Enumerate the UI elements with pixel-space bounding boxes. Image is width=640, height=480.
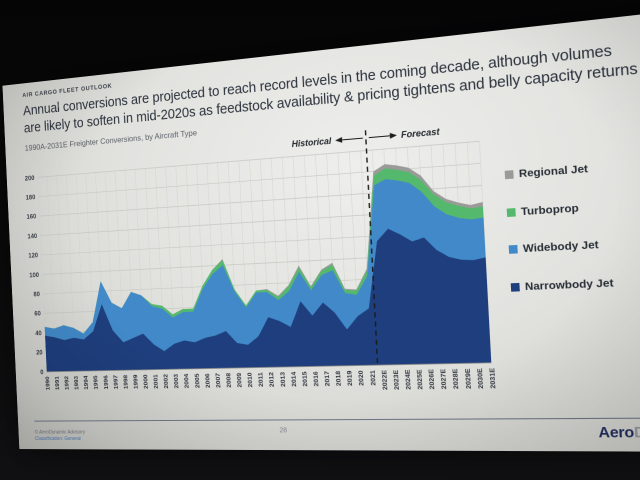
legend-item-regional-jet: Regional Jet — [505, 159, 635, 182]
x-tick-label: 1992 — [64, 376, 71, 391]
y-tick-label: 80 — [33, 291, 40, 298]
slide: AIR CARGO FLEET OUTLOOK Annual conversio… — [2, 8, 640, 452]
footer-left: © AeroDynamic Advisory Classification: G… — [35, 430, 86, 442]
x-tick-label: 1994 — [83, 375, 90, 390]
footer-classification: Classification: General — [35, 436, 86, 442]
y-tick-label: 20 — [36, 350, 43, 357]
x-tick-label: 2025E — [416, 369, 425, 389]
y-tick-label: 40 — [35, 330, 42, 337]
chart-legend: Regional Jet Turboprop Widebody Jet Narrowb… — [501, 98, 640, 400]
x-tick-label: 2007 — [215, 373, 223, 388]
x-tick-label: 2023E — [392, 370, 401, 390]
logo-wordmark: AeroDynamic — [598, 423, 640, 441]
x-tick-label: 2014 — [290, 371, 298, 387]
y-tick-label: 60 — [34, 311, 41, 318]
legend-item-widebody-jet: Widebody Jet — [509, 237, 639, 257]
y-tick-label: 200 — [25, 175, 35, 183]
legend-label: Regional Jet — [519, 163, 589, 181]
legend-item-narrowbody-jet: Narrowbody Jet — [511, 275, 640, 294]
x-tick-label: 2008 — [225, 372, 233, 387]
x-tick-label: 2001 — [153, 374, 160, 389]
forecast-label: Forecast — [401, 126, 441, 140]
x-tick-label: 2020 — [358, 370, 366, 386]
x-tick-label: 1995 — [93, 375, 100, 390]
legend-swatch-icon — [509, 245, 518, 254]
y-tick-label: 140 — [27, 233, 37, 240]
historical-label: Historical — [291, 135, 332, 149]
y-tick-label: 160 — [27, 214, 37, 221]
photo-background: { "slide": { "eyebrow": "AIR CARGO FLEET… — [0, 0, 640, 480]
x-tick-label: 2011 — [257, 372, 265, 387]
x-tick-label: 1991 — [54, 376, 61, 390]
legend-label: Turboprop — [521, 202, 579, 219]
x-tick-label: 2021 — [369, 370, 377, 386]
historical-forecast-annotation: Historical Forecast — [291, 126, 441, 149]
y-tick-label: 180 — [26, 194, 36, 202]
x-tick-label: 2031E — [488, 368, 497, 389]
x-tick-label: 2009 — [236, 372, 244, 387]
x-tick-label: 2015 — [301, 371, 309, 387]
footer-divider — [34, 417, 640, 422]
x-tick-label: 2017 — [324, 371, 332, 387]
legend-swatch-icon — [505, 170, 514, 179]
legend-swatch-icon — [507, 208, 516, 217]
legend-item-turboprop: Turboprop — [507, 198, 637, 219]
x-tick-label: 2006 — [204, 373, 212, 388]
x-tick-label: 1999 — [132, 374, 139, 389]
x-tick-label: 2016 — [312, 371, 320, 387]
x-tick-label: 2010 — [247, 372, 255, 387]
x-tick-label: 2029E — [464, 368, 473, 389]
y-tick-label: 100 — [29, 272, 39, 279]
historical-arrow-icon — [335, 137, 342, 143]
aerodynamic-logo: AeroDynamic ADVISORY — [598, 423, 640, 446]
page-number: 28 — [279, 427, 287, 434]
x-tick-label: 1997 — [112, 375, 119, 390]
x-tick-label: 2028E — [452, 369, 461, 389]
x-tick-label: 2000 — [142, 374, 149, 389]
x-tick-label: 1990 — [45, 376, 52, 390]
y-tick-label: 0 — [40, 369, 44, 376]
x-tick-label: 1998 — [122, 374, 129, 389]
x-tick-label: 2024E — [404, 370, 413, 390]
legend-swatch-icon — [511, 283, 520, 292]
x-tick-label: 2018 — [335, 370, 343, 386]
x-tick-label: 2004 — [183, 373, 190, 388]
x-tick-label: 2022E — [381, 370, 390, 390]
x-tick-label: 1996 — [103, 375, 110, 390]
x-tick-label: 2030E — [476, 368, 485, 389]
x-tick-label: 2012 — [268, 372, 276, 387]
x-tick-label: 2027E — [440, 369, 449, 389]
legend-label: Widebody Jet — [523, 239, 599, 256]
logo-aero: Aero — [598, 423, 635, 440]
x-tick-label: 2026E — [428, 369, 437, 389]
x-tick-label: 1993 — [73, 375, 80, 390]
x-tick-label: 2002 — [163, 374, 170, 389]
logo-dynamic: Dynamic — [634, 423, 640, 441]
x-axis-labels: 1990 1991 1992 1993 1994 1995 1996 1997 1998 1999… — [45, 367, 498, 394]
x-tick-label: 2019 — [346, 370, 354, 386]
y-tick-label: 120 — [28, 252, 38, 259]
x-tick-label: 2003 — [173, 373, 180, 388]
freighter-conversions-chart: 0204060801001201401601802001990 1991 1992 1… — [15, 111, 510, 406]
x-tick-label: 2013 — [279, 371, 287, 387]
footer-copyright: © AeroDynamic Advisory — [35, 430, 86, 436]
forecast-arrow-icon — [390, 132, 397, 138]
x-tick-label: 2005 — [194, 373, 201, 388]
legend-label: Narrowbody Jet — [525, 277, 614, 294]
